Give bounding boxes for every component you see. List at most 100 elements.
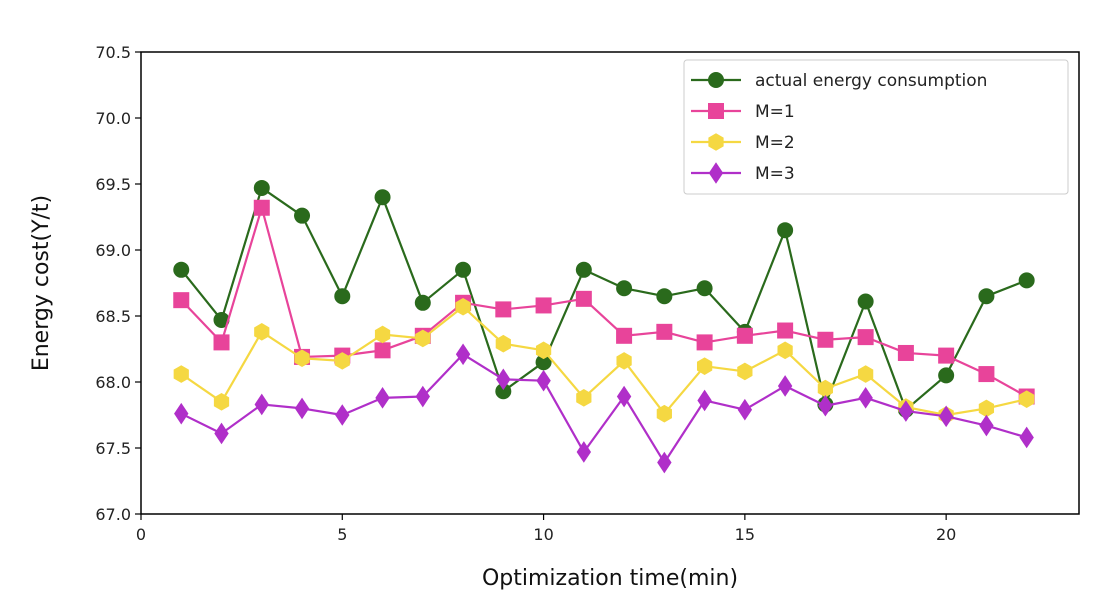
legend-swatch-marker (708, 103, 724, 119)
data-point (213, 393, 230, 411)
legend-box (683, 59, 1069, 195)
data-point (576, 441, 592, 463)
series-line (180, 305, 1027, 417)
data-point (213, 311, 230, 328)
data-point (616, 280, 633, 297)
data-point (898, 400, 914, 422)
data-point (254, 323, 270, 341)
x-tick-label: 0 (136, 525, 146, 544)
data-point (535, 297, 552, 314)
legend-swatch-marker (708, 72, 724, 88)
data-point (535, 354, 552, 371)
data-point (575, 261, 592, 278)
x-tick-label: 10 (533, 525, 553, 544)
data-point (1019, 390, 1035, 408)
legend-label: M=3 (755, 164, 795, 184)
y-tick-label: 69.5 (95, 175, 131, 194)
data-point (173, 365, 189, 383)
data-point (495, 301, 512, 318)
y-axis-title: Energy cost(Y/t) (29, 195, 54, 371)
data-point (938, 405, 954, 428)
data-point (495, 334, 511, 353)
y-tick-label: 68.0 (95, 373, 131, 392)
y-tick-label: 67.0 (95, 505, 131, 524)
data-point (777, 222, 794, 239)
x-axis-title: Optimization time(min) (482, 566, 738, 591)
data-point (656, 288, 673, 305)
data-point (334, 352, 350, 370)
y-tick-label: 70.0 (95, 109, 131, 128)
data-point (374, 189, 391, 206)
data-point (657, 451, 672, 474)
plot-frame (140, 51, 1080, 515)
x-tick-label: 15 (735, 525, 755, 544)
x-tick-label: 20 (936, 525, 956, 544)
data-point (414, 294, 431, 311)
data-point (616, 352, 632, 370)
data-point (1018, 272, 1035, 289)
data-point (415, 329, 431, 348)
x-tick-label: 5 (337, 525, 347, 544)
data-point (858, 387, 873, 409)
series-4 (174, 343, 1034, 474)
data-point (576, 389, 592, 407)
data-point (817, 379, 833, 398)
data-point (696, 357, 713, 375)
data-point (294, 349, 310, 368)
legend-label: actual energy consumption (755, 71, 987, 91)
data-point (737, 398, 753, 421)
y-tick-label: 67.5 (95, 439, 131, 458)
data-point (979, 414, 994, 437)
data-point (455, 297, 471, 316)
data-point (978, 366, 995, 383)
data-point (455, 343, 471, 366)
data-point (173, 292, 190, 309)
data-point (335, 404, 350, 426)
data-point (375, 387, 390, 409)
data-point (455, 261, 472, 278)
data-point (817, 331, 834, 348)
data-point (777, 341, 793, 360)
y-tick-label: 70.5 (95, 43, 131, 62)
legend-swatch-marker (708, 162, 724, 184)
data-point (777, 322, 794, 339)
data-point (978, 399, 995, 418)
data-point (214, 422, 229, 445)
data-point (374, 342, 391, 359)
data-point (858, 365, 874, 383)
data-point (294, 397, 310, 420)
data-point (697, 389, 712, 412)
data-point (253, 199, 270, 216)
data-point (294, 207, 311, 224)
data-point (174, 402, 189, 425)
data-point (737, 362, 753, 381)
data-point (857, 329, 874, 346)
data-point (253, 179, 270, 196)
data-point (857, 293, 874, 310)
data-point (978, 288, 995, 305)
y-tick-label: 68.5 (95, 307, 131, 326)
data-point (374, 325, 391, 344)
data-point (616, 385, 632, 408)
data-point (415, 385, 431, 408)
data-point (173, 261, 190, 278)
data-point (938, 347, 955, 364)
data-point (897, 344, 914, 361)
series-line (180, 206, 1028, 398)
data-point (938, 367, 955, 384)
legend-label: M=1 (755, 102, 795, 122)
data-point (696, 280, 713, 297)
data-point (736, 327, 753, 344)
data-point (656, 323, 673, 340)
legend-swatch-marker (708, 133, 724, 151)
data-point (536, 369, 551, 392)
series-line (180, 353, 1027, 464)
data-point (818, 394, 833, 417)
data-point (213, 334, 230, 351)
data-point (254, 393, 269, 416)
data-point (1019, 426, 1034, 449)
data-point (777, 375, 793, 397)
data-point (495, 383, 512, 400)
data-point (656, 404, 672, 423)
